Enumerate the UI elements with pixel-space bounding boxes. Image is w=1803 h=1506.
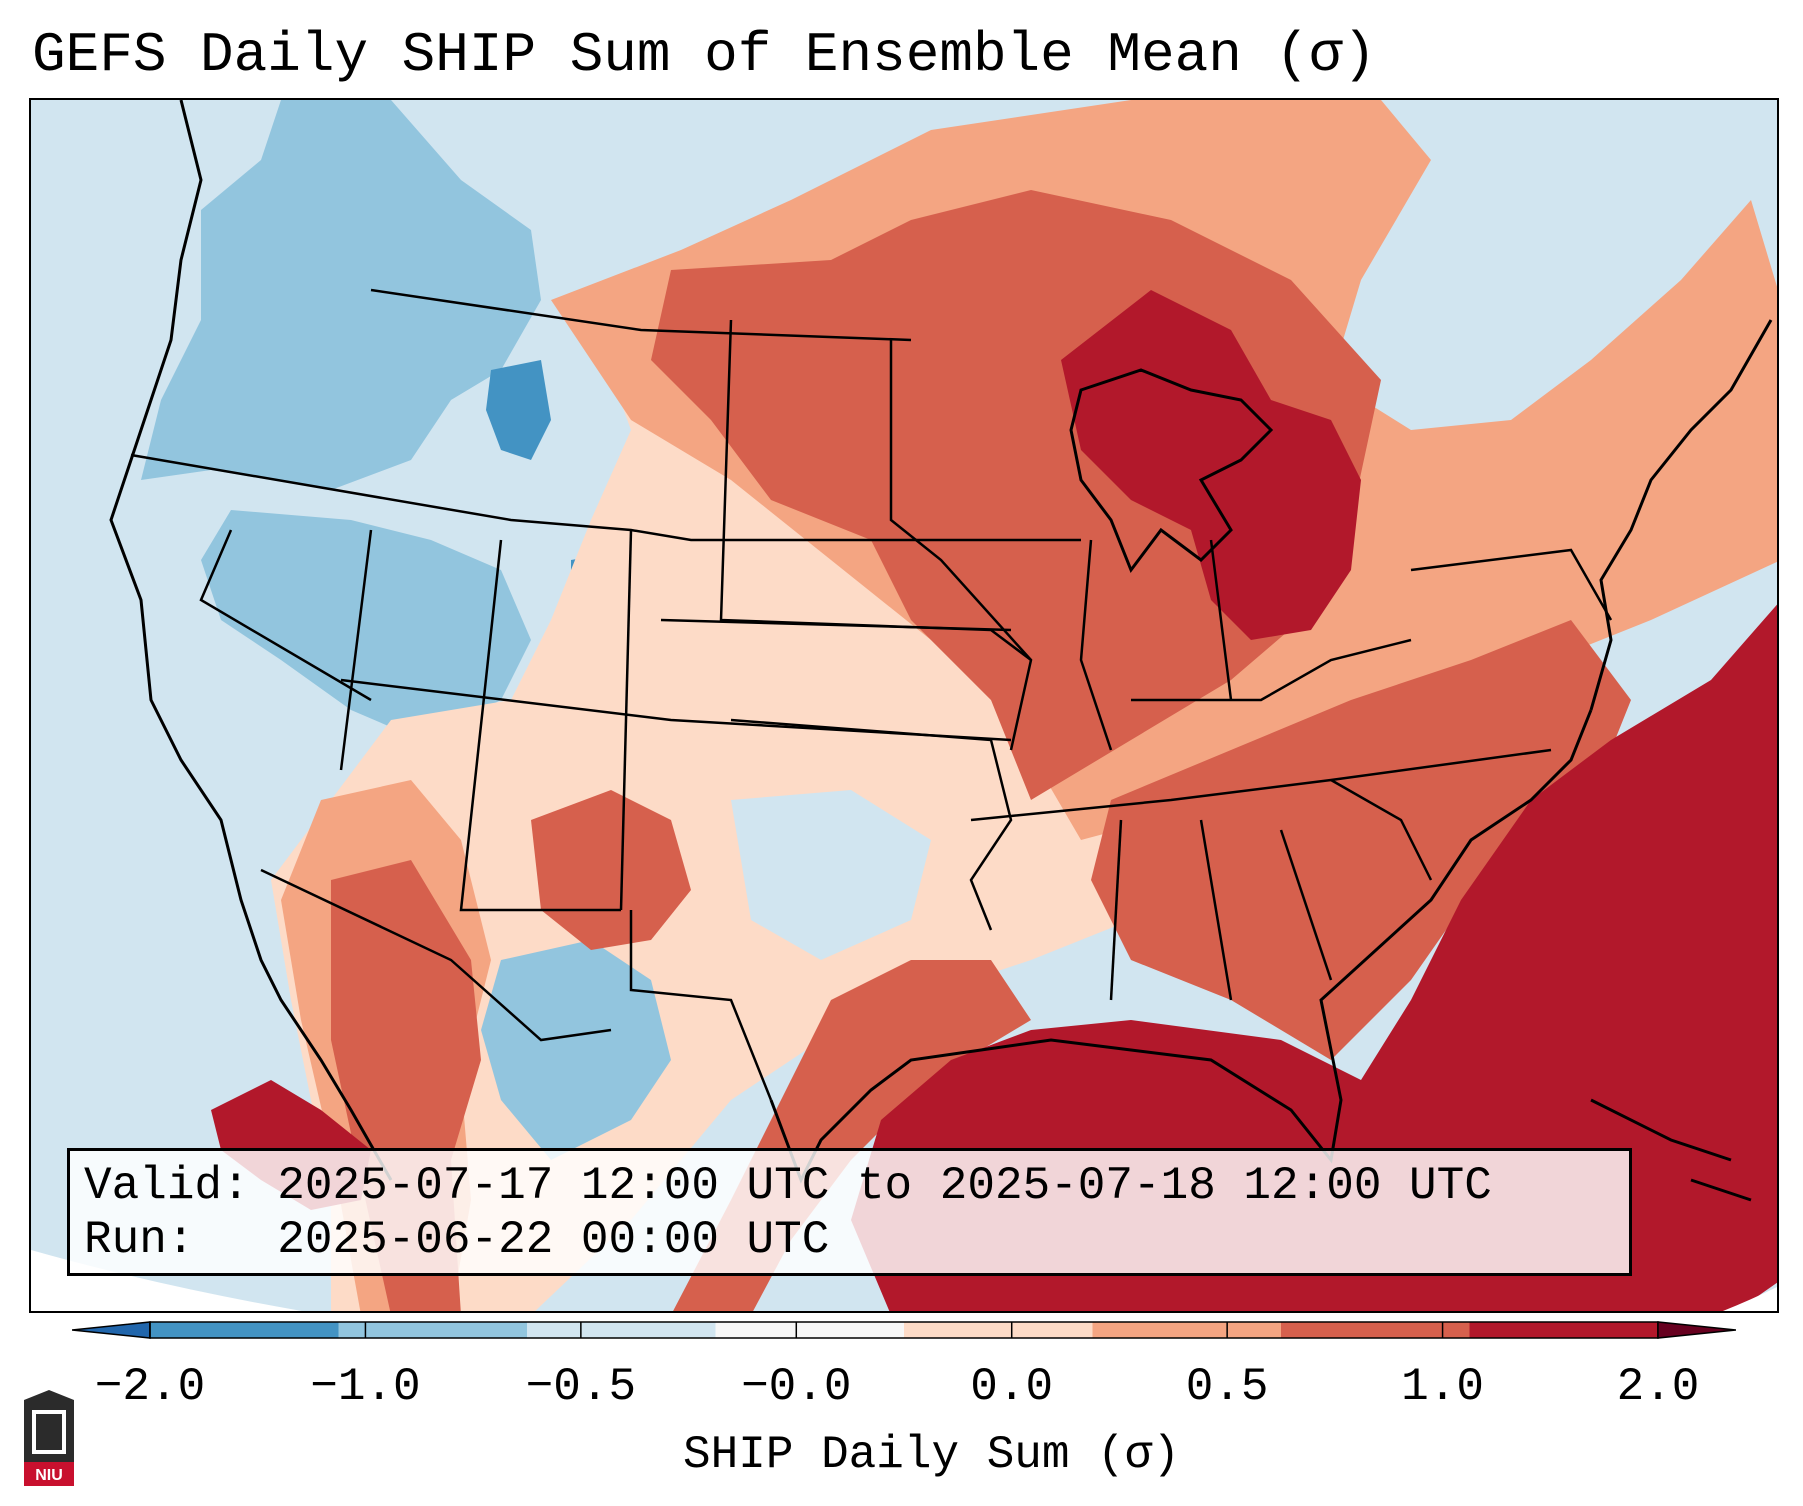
colorbar-tick-label: 0.0 <box>970 1361 1054 1413</box>
gulf-coast <box>769 709 1593 1184</box>
field-weak-negative-westtexas <box>731 790 931 960</box>
field-negative-greatbasin <box>201 510 531 740</box>
field-negative-northwest <box>141 100 541 490</box>
field-negative-texas <box>481 940 671 1160</box>
colorbar-tick-label: 1.0 <box>1401 1361 1484 1413</box>
projection-edge-right <box>1722 1286 1777 1311</box>
projection-edge <box>31 1250 302 1311</box>
colorbar-segment <box>527 1322 716 1338</box>
colorbar-tick-label: 0.5 <box>1185 1361 1269 1413</box>
colorbar-tick-labels: −2.0 −1.0 −0.5 −0.0 0.0 0.5 1.0 2.0 <box>0 1362 1803 1412</box>
field-strong-negative-idaho <box>486 360 551 460</box>
colorbar-extend-high <box>1657 1321 1736 1339</box>
niu-logo: NIU <box>24 1390 74 1486</box>
colorbar-segment <box>715 1322 904 1338</box>
great-lakes-outline <box>1069 368 1274 574</box>
colorbar-segment <box>904 1322 1093 1338</box>
colorbar-tick-label: −0.5 <box>525 1361 637 1413</box>
colorbar-tick-label: −2.0 <box>94 1361 206 1413</box>
atlantic-coast <box>1589 319 1773 711</box>
map-title: GEFS Daily SHIP Sum of Ensemble Mean (σ) <box>32 23 1377 87</box>
colorbar <box>72 1321 1736 1339</box>
islands <box>1590 1098 1752 1202</box>
ship-field-map <box>31 100 1777 1311</box>
field-very-strong-positive-atlantic-gulf <box>851 604 1777 1311</box>
run-value: 2025-06-22 00:00 UTC <box>277 1214 830 1266</box>
colorbar-tick-label: 2.0 <box>1616 1361 1700 1413</box>
state-borders <box>130 288 1613 1101</box>
colorbar-segment <box>150 1322 339 1338</box>
coastlines <box>109 100 1773 1184</box>
colorbar-tick-label: −1.0 <box>310 1361 421 1413</box>
field-very-strong-positive-great-lakes <box>1061 290 1361 640</box>
valid-label: Valid: <box>84 1160 250 1212</box>
logo-text: NIU <box>35 1467 63 1484</box>
colorbar-tick-label: −0.0 <box>741 1361 852 1413</box>
map-panel <box>29 98 1779 1313</box>
colorbar-label: SHIP Daily Sum (σ) <box>683 1429 1180 1481</box>
colorbar-segment <box>1469 1322 1658 1338</box>
valid-value: 2025-07-17 12:00 UTC to 2025-07-18 12:00… <box>277 1160 1492 1212</box>
colorbar-segment <box>1092 1322 1281 1338</box>
valid-run-infobox: Valid: 2025-07-17 12:00 UTC to 2025-07-1… <box>67 1148 1632 1276</box>
colorbar-segment <box>338 1322 527 1338</box>
field-strong-positive-southeast <box>1091 620 1631 1060</box>
run-label: Run: <box>84 1214 195 1266</box>
pacific-coast <box>109 100 393 1181</box>
colorbar-segment <box>1281 1322 1470 1338</box>
colorbar-extend-low <box>72 1321 151 1339</box>
